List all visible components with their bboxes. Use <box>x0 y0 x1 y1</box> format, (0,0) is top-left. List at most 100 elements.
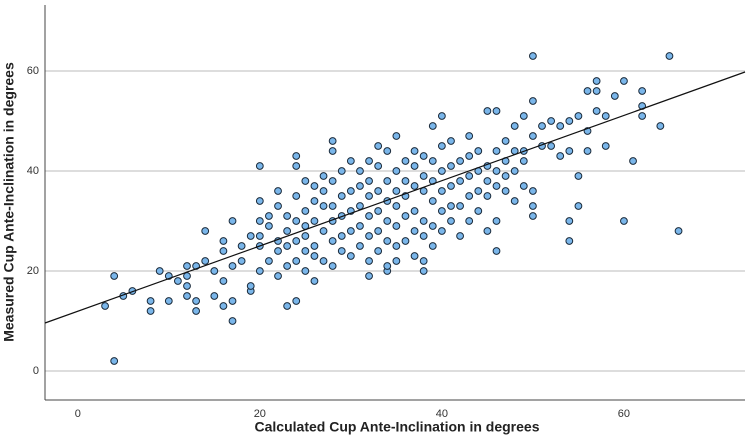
y-tick-label: 60 <box>27 65 39 77</box>
point <box>447 137 455 145</box>
point <box>337 247 346 255</box>
point <box>265 222 273 230</box>
point <box>201 257 210 265</box>
point <box>601 142 610 150</box>
point <box>437 112 446 120</box>
x-tick-label: 40 <box>436 408 448 420</box>
point <box>328 137 337 145</box>
y-tick-label: 20 <box>27 265 39 277</box>
point <box>365 177 373 185</box>
point <box>392 222 401 230</box>
point <box>629 157 637 165</box>
point <box>419 172 428 180</box>
point <box>437 187 446 195</box>
point <box>428 122 437 130</box>
point <box>228 262 237 270</box>
point <box>529 212 537 220</box>
point <box>383 237 392 245</box>
point <box>529 132 537 140</box>
point <box>365 157 373 165</box>
point <box>228 297 237 305</box>
point <box>519 157 528 165</box>
point <box>483 227 492 235</box>
point <box>283 302 292 310</box>
point <box>283 212 292 220</box>
point <box>265 257 273 265</box>
point <box>447 182 455 190</box>
point <box>237 257 246 265</box>
point <box>101 302 109 310</box>
point <box>201 227 210 235</box>
point <box>456 232 464 240</box>
point <box>392 132 401 140</box>
point <box>383 177 392 185</box>
point <box>219 277 228 285</box>
point <box>419 257 428 265</box>
point <box>319 187 328 195</box>
point <box>565 217 574 225</box>
point <box>310 277 319 285</box>
point <box>456 177 464 185</box>
point <box>474 207 483 215</box>
point <box>246 282 255 290</box>
point <box>110 357 119 365</box>
point <box>228 217 237 225</box>
point <box>337 167 346 175</box>
point <box>447 202 455 210</box>
point <box>565 117 574 125</box>
point <box>328 237 337 245</box>
point <box>328 262 337 270</box>
y-tick-label: 0 <box>33 365 39 377</box>
point <box>529 202 537 210</box>
point <box>356 167 364 175</box>
point <box>146 297 155 305</box>
point <box>592 107 601 115</box>
point <box>301 267 310 275</box>
point <box>292 217 301 225</box>
x-tick-label: 0 <box>75 408 81 420</box>
point <box>556 152 565 160</box>
point <box>410 162 419 170</box>
point <box>356 222 364 230</box>
point <box>510 122 519 130</box>
point <box>228 317 237 325</box>
point <box>410 252 419 260</box>
point <box>510 197 519 205</box>
point <box>310 217 319 225</box>
point <box>246 232 255 240</box>
point <box>419 267 428 275</box>
point <box>301 207 310 215</box>
point <box>255 267 264 275</box>
point <box>574 202 583 210</box>
point <box>465 192 474 200</box>
point <box>383 262 392 270</box>
point <box>583 147 592 155</box>
point <box>410 147 419 155</box>
point <box>319 227 328 235</box>
point <box>428 242 437 250</box>
point <box>274 272 282 280</box>
point <box>183 282 191 290</box>
point <box>574 112 583 120</box>
point <box>492 107 501 115</box>
point <box>301 177 310 185</box>
point <box>383 217 392 225</box>
point <box>301 247 310 255</box>
point <box>219 302 228 310</box>
point <box>419 232 428 240</box>
point <box>392 202 401 210</box>
point <box>374 247 383 255</box>
point <box>274 247 282 255</box>
point <box>410 207 419 215</box>
point <box>210 292 219 300</box>
point <box>529 52 537 60</box>
point <box>674 227 683 235</box>
point <box>474 147 483 155</box>
point <box>492 247 501 255</box>
point <box>328 177 337 185</box>
point <box>529 97 537 105</box>
point <box>392 257 401 265</box>
y-axis-label: Measured Cup Ante-Inclination in degrees <box>1 62 17 342</box>
point <box>192 307 201 315</box>
point <box>547 142 556 150</box>
